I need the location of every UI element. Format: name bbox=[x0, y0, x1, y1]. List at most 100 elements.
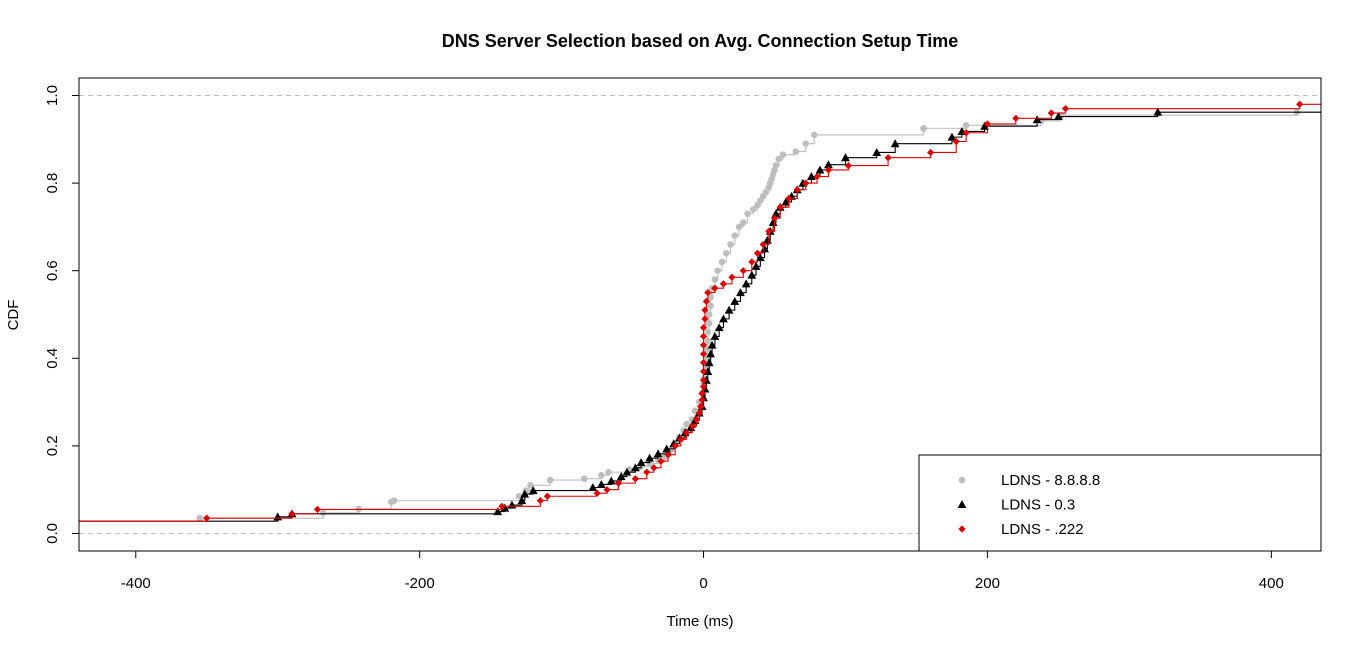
x-tick-label: 200 bbox=[975, 575, 1000, 592]
data-point bbox=[962, 129, 970, 137]
data-point bbox=[692, 416, 701, 424]
data-point bbox=[650, 464, 658, 472]
plot-area bbox=[79, 100, 1321, 522]
data-point bbox=[810, 131, 818, 139]
data-point bbox=[710, 331, 720, 340]
data-point bbox=[707, 302, 714, 310]
data-point bbox=[646, 460, 653, 467]
data-point bbox=[699, 359, 708, 367]
data-point bbox=[884, 154, 892, 162]
data-point bbox=[527, 482, 534, 489]
data-point bbox=[500, 503, 510, 512]
y-tick-label: 0.8 bbox=[44, 173, 61, 194]
data-point bbox=[768, 218, 778, 227]
data-point bbox=[695, 409, 703, 417]
legend-label: LDNS - 0.3 bbox=[1001, 497, 1075, 514]
data-point bbox=[730, 296, 740, 305]
data-point bbox=[728, 273, 736, 281]
data-point bbox=[844, 161, 852, 170]
data-point bbox=[824, 166, 833, 174]
data-point bbox=[614, 479, 622, 487]
data-point bbox=[724, 305, 734, 314]
data-point bbox=[664, 451, 672, 459]
data-point bbox=[645, 453, 655, 462]
data-point bbox=[699, 376, 708, 384]
data-point bbox=[1012, 114, 1020, 122]
data-point bbox=[1061, 105, 1070, 113]
data-point bbox=[1047, 109, 1055, 117]
data-point bbox=[719, 314, 728, 323]
data-point bbox=[841, 153, 850, 162]
data-point bbox=[714, 267, 722, 275]
y-tick-label: 0.4 bbox=[44, 348, 61, 369]
data-point bbox=[616, 472, 626, 481]
y-tick-label: 1.0 bbox=[44, 85, 61, 106]
data-point bbox=[203, 514, 211, 522]
data-point bbox=[927, 148, 935, 157]
data-point bbox=[1296, 100, 1304, 108]
data-point bbox=[698, 396, 706, 404]
data-point bbox=[588, 483, 598, 492]
data-point bbox=[493, 507, 503, 516]
x-axis-label: Time (ms) bbox=[667, 613, 734, 630]
data-point bbox=[671, 442, 679, 450]
legend-marker bbox=[957, 500, 967, 509]
data-point bbox=[722, 249, 730, 257]
data-point bbox=[603, 486, 611, 494]
data-point bbox=[759, 240, 767, 249]
data-point bbox=[517, 496, 527, 505]
data-point bbox=[765, 227, 773, 235]
data-point bbox=[748, 258, 756, 266]
data-point bbox=[1153, 107, 1163, 116]
data-point bbox=[771, 209, 781, 218]
data-point bbox=[702, 297, 710, 305]
data-point bbox=[390, 497, 398, 504]
data-point bbox=[699, 324, 708, 332]
data-point bbox=[793, 186, 801, 194]
data-point bbox=[636, 458, 646, 467]
x-axis: -400 -200 0 200 400 bbox=[121, 550, 1284, 592]
data-point bbox=[596, 480, 606, 488]
data-point bbox=[785, 194, 793, 203]
data-point bbox=[699, 332, 708, 340]
data-point bbox=[952, 137, 960, 146]
data-point bbox=[677, 435, 685, 443]
data-point bbox=[698, 389, 706, 397]
legend-marker bbox=[958, 476, 966, 484]
data-point bbox=[1054, 112, 1063, 121]
data-point bbox=[704, 358, 714, 367]
data-point bbox=[770, 214, 779, 222]
data-point bbox=[657, 457, 665, 465]
data-point bbox=[962, 122, 970, 129]
data-point bbox=[593, 489, 601, 497]
data-point bbox=[631, 463, 640, 472]
data-point bbox=[776, 203, 784, 211]
data-point bbox=[824, 160, 833, 169]
data-point bbox=[1032, 115, 1042, 124]
y-axis-label: CDF bbox=[5, 300, 22, 331]
data-point bbox=[697, 402, 705, 411]
data-point bbox=[196, 514, 203, 522]
data-point bbox=[605, 468, 612, 476]
x-tick-label: -200 bbox=[405, 575, 435, 592]
legend-label: LDNS - .222 bbox=[1001, 521, 1084, 538]
data-point bbox=[606, 476, 616, 485]
data-point bbox=[719, 280, 728, 288]
data-point bbox=[528, 486, 538, 495]
data-point bbox=[581, 475, 588, 483]
data-point bbox=[983, 120, 992, 128]
series-0 bbox=[79, 108, 1321, 522]
data-point bbox=[751, 261, 761, 270]
legend-marker bbox=[958, 525, 966, 533]
data-point bbox=[704, 328, 712, 336]
legend-label: LDNS - 8.8.8.8 bbox=[1001, 472, 1100, 489]
data-point bbox=[731, 232, 739, 239]
x-tick-label: 0 bbox=[699, 575, 707, 592]
data-point bbox=[792, 148, 800, 155]
data-point bbox=[711, 276, 719, 283]
data-point bbox=[772, 162, 780, 169]
data-point bbox=[744, 210, 751, 218]
data-point bbox=[707, 293, 714, 301]
data-point bbox=[705, 319, 713, 327]
